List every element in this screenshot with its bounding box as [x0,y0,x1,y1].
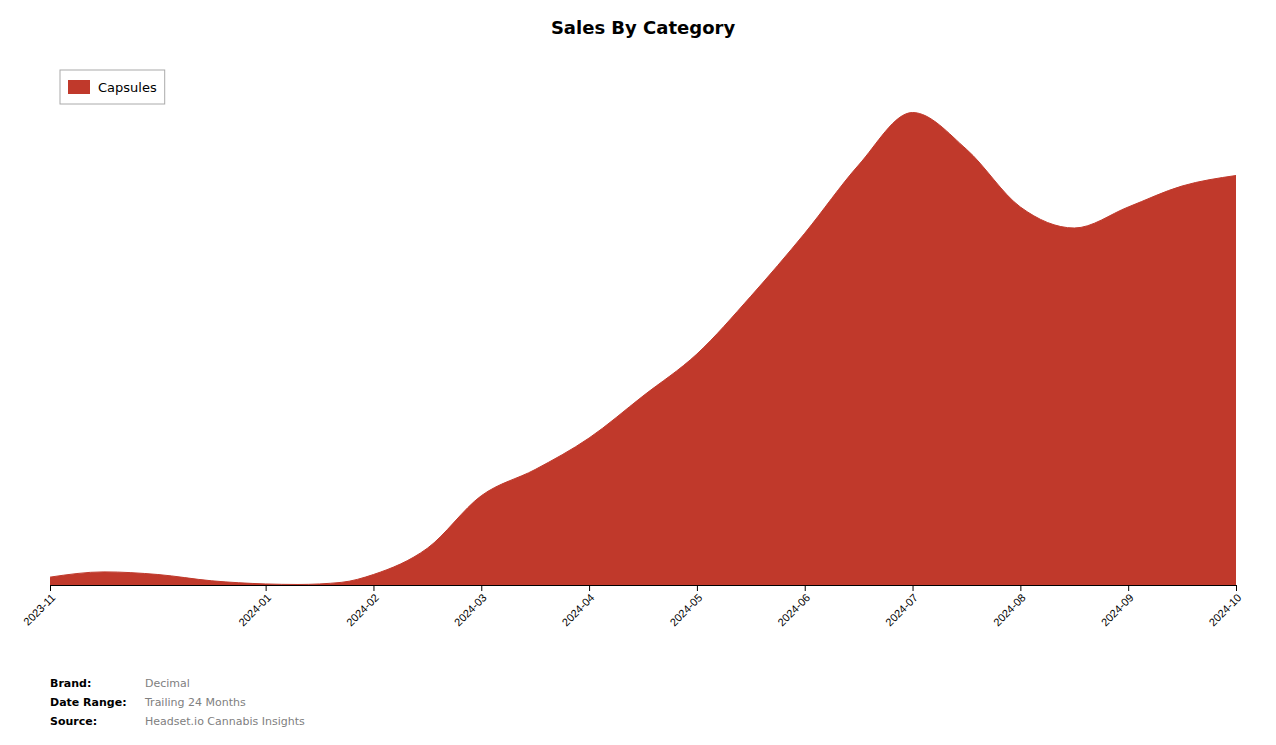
plot: 2023-11 2024-01 2024-02 2024-03 2024-04 2024-… [21,70,1243,628]
x-tick: 2024-06 [775,585,812,628]
x-tick-mark [697,585,698,591]
x-tick-label: 2024-09 [1099,591,1136,628]
x-tick: 2023-11 [21,585,57,628]
legend-item: Capsules [68,80,157,95]
x-tick-mark [805,585,806,591]
x-tick: 2024-01 [236,585,273,628]
x-tick-mark [50,585,51,591]
x-axis: 2023-11 2024-01 2024-02 2024-03 2024-04 2024-… [21,585,1243,628]
x-tick: 2024-04 [560,585,597,628]
area [50,113,1236,586]
legend-frame [60,70,165,104]
x-tick-label: 2024-04 [560,591,597,628]
x-tick-label: 2024-10 [1206,591,1243,628]
legend-label: Capsules [98,80,157,95]
x-tick-mark [1020,585,1021,591]
footer-label: Date Range: [50,696,127,709]
x-tick: 2024-07 [883,585,920,628]
marks [50,113,1236,586]
x-tick: 2024-03 [452,585,489,628]
x-tick: 2024-05 [667,585,704,628]
x-tick-mark [266,585,267,591]
x-tick-mark [373,585,374,591]
x-tick-mark [1236,585,1237,591]
x-tick: 2024-10 [1206,585,1243,628]
chart: 2023-11 2024-01 2024-02 2024-03 2024-04 2024-… [0,0,1276,745]
line [50,113,1236,585]
x-tick-label: 2024-02 [344,591,381,628]
x-tick-label: 2024-01 [236,591,273,628]
legend: Capsules [60,70,165,104]
legend-swatch [68,80,90,94]
x-tick-label: 2024-06 [775,591,812,628]
x-tick-mark [589,585,590,591]
footer-text: Trailing 24 Months [144,696,246,709]
x-tick-mark [1128,585,1129,591]
x-tick: 2024-09 [1099,585,1136,628]
x-tick-label: 2024-05 [667,591,704,628]
footer: Brand: Decimal Date Range: Trailing 24 Mont… [50,677,305,728]
footer-text: Headset.io Cannabis Insights [145,715,305,728]
footer-label: Brand: [50,677,91,690]
x-tick-mark [481,585,482,591]
x-tick-mark [913,585,914,591]
x-tick: 2024-02 [344,585,381,628]
x-axis-line [51,586,1237,592]
footer-text: Decimal [145,677,190,690]
x-tick-label: 2023-11 [21,591,57,627]
x-tick-label: 2024-08 [991,591,1028,628]
title: Sales By Category [551,17,735,38]
x-tick: 2024-08 [991,585,1028,628]
footer-label: Source: [50,715,97,728]
x-tick-label: 2024-03 [452,591,489,628]
x-tick-label: 2024-07 [883,591,920,628]
